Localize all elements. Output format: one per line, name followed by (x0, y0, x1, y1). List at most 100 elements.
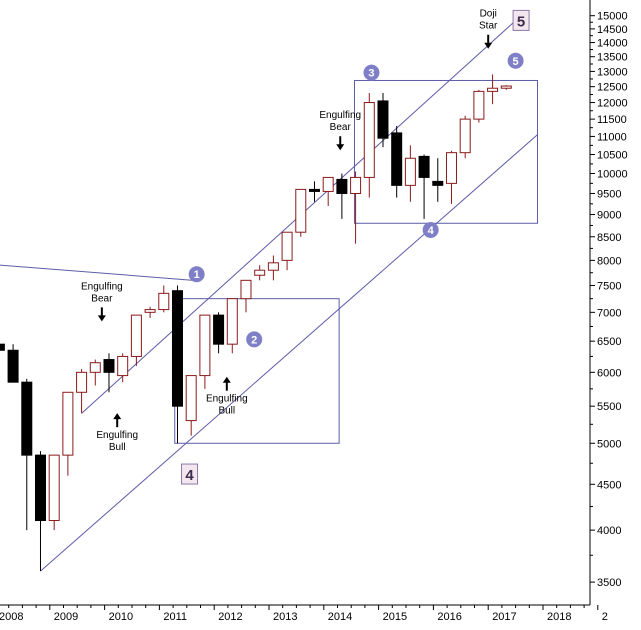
x-tick-label: 2014 (328, 611, 352, 623)
candle-body (171, 290, 183, 407)
candle-body (295, 188, 307, 233)
candle-body (240, 279, 252, 300)
candle (500, 85, 512, 90)
candle-body (363, 102, 375, 178)
candle-body (418, 155, 430, 178)
x-tick-label: 2017 (492, 611, 516, 623)
wave-circle-label: 5 (513, 56, 519, 68)
wave-circle-marker: 5 (507, 52, 524, 69)
annotation-text: Engulfing (206, 394, 248, 405)
wave-circle-label: 2 (251, 334, 257, 346)
y-tick-label: 11500 (597, 114, 627, 126)
y-tick-label: 6500 (597, 336, 621, 348)
candle-body (7, 349, 19, 383)
annotation-text: Bear (330, 122, 352, 133)
wave-circle-label: 1 (194, 269, 200, 281)
wave-box-label: 4 (185, 467, 194, 484)
annotation-arrow-head (97, 315, 106, 322)
candle (213, 312, 225, 354)
candle (171, 285, 183, 444)
candle-body (103, 359, 115, 373)
candle (377, 92, 389, 148)
y-tick-label: 11000 (597, 131, 627, 143)
y-tick-label: 15000 (597, 11, 628, 23)
y-tick-label: 13500 (597, 52, 628, 64)
wave-box-marker: 4 (181, 463, 199, 485)
candle-body (130, 314, 142, 357)
candle (130, 314, 142, 366)
candle (267, 255, 279, 281)
annotation-text: Engulfing (319, 110, 361, 121)
candle-body (34, 454, 46, 522)
y-tick-label: 13000 (597, 66, 628, 78)
y-tick-label: 3500 (597, 577, 621, 589)
y-tick-label: 12500 (597, 82, 628, 94)
candle (21, 378, 33, 531)
candle (144, 306, 156, 318)
candle (295, 188, 307, 237)
candle-body (336, 178, 348, 194)
wave-box (181, 463, 199, 485)
wave-circle-label: 4 (428, 225, 435, 237)
wave-circle (363, 64, 380, 81)
x-tick-label: 2013 (273, 611, 297, 623)
candle (240, 279, 252, 313)
annotation-arrow-head (113, 413, 122, 420)
y-tick-label: 14500 (597, 24, 628, 36)
candle (363, 92, 375, 198)
candle-body (432, 180, 444, 186)
candle-body (254, 269, 266, 276)
candle-body (199, 314, 211, 377)
candle-body (377, 100, 389, 139)
candle-body (144, 309, 156, 313)
candle-body (48, 454, 60, 522)
candle-body (500, 85, 512, 89)
y-tick-label: 9500 (597, 188, 621, 200)
annotation-arrow-head (336, 144, 345, 151)
wave-circle-marker: 2 (246, 331, 263, 348)
candle-body (445, 152, 457, 184)
candle-body (350, 176, 362, 194)
candle (103, 353, 115, 393)
candle-body (158, 292, 170, 311)
candle-body (391, 132, 403, 186)
x-tick-label: 2008 (0, 611, 23, 623)
wave-circle (246, 331, 263, 348)
wave-box-marker: 5 (512, 9, 530, 31)
wave-circle-label: 3 (368, 68, 374, 80)
candle-body (267, 262, 279, 271)
candle (487, 74, 499, 105)
candle (89, 359, 101, 386)
candle (76, 369, 88, 414)
candle (432, 158, 444, 202)
candle-body (117, 355, 129, 377)
candle (308, 181, 320, 202)
candle (473, 89, 485, 123)
x-tick-label: 2016 (437, 611, 461, 623)
candle (34, 451, 46, 572)
candle (48, 454, 60, 531)
candle-body (308, 188, 320, 192)
annotation-text: Doji (480, 9, 497, 20)
wave-circle (507, 52, 524, 69)
candle (445, 150, 457, 204)
candle-body (404, 157, 416, 186)
y-tick-label: 10500 (597, 150, 628, 162)
y-tick-label: 4000 (597, 525, 621, 537)
y-tick-label: 5500 (597, 401, 621, 413)
candle (391, 125, 403, 198)
wave-circle-marker: 1 (188, 266, 205, 283)
wave-circle-marker: 3 (363, 64, 380, 81)
candle (199, 314, 211, 389)
candle-body (226, 298, 238, 345)
wave-circle (188, 266, 205, 283)
annotation-text: Bull (109, 442, 126, 453)
trendline (0, 264, 194, 281)
candle-body (213, 314, 225, 345)
y-tick-label: 8500 (597, 232, 621, 244)
